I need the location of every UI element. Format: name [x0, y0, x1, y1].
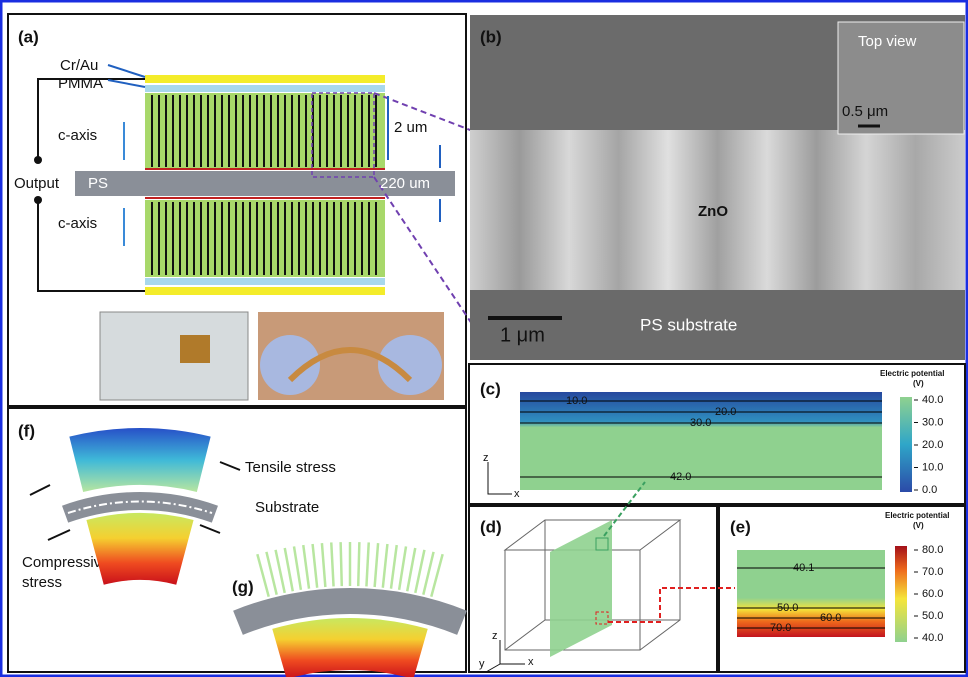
axis-label: y — [479, 658, 485, 670]
colorbar-tick-label: 20.0 — [922, 439, 943, 451]
colorbar-tick-label: 0.0 — [922, 484, 937, 496]
label: 220 um — [380, 175, 430, 192]
colorbar-tick-label: 30.0 — [922, 416, 943, 428]
label: 1 μm — [500, 324, 545, 346]
label: ZnO — [698, 203, 728, 220]
label: 0.5 μm — [842, 103, 888, 120]
label: PS — [88, 175, 108, 192]
label: c-axis — [58, 215, 97, 232]
contour-label: 42.0 — [670, 471, 691, 483]
panel-label: (g) — [232, 577, 254, 596]
contour-label: 60.0 — [820, 612, 841, 624]
compressive-layer — [86, 513, 193, 585]
contour-label: 20.0 — [715, 406, 736, 418]
compressive-layer — [272, 618, 427, 677]
terminal — [34, 196, 42, 204]
label: stress — [22, 574, 62, 591]
label: Substrate — [255, 499, 319, 516]
colorbar-tick-label: 50.0 — [922, 610, 943, 622]
colorbar-title: Electric potential — [880, 369, 944, 378]
photo — [100, 312, 248, 400]
colorbar-tick-label: 40.0 — [922, 394, 943, 406]
contour-label: 40.1 — [793, 562, 814, 574]
panel-label: (d) — [480, 517, 502, 536]
electrode — [145, 75, 385, 83]
colorbar-unit: (V) — [913, 379, 924, 388]
nanowire — [358, 542, 359, 586]
label: PMMA — [58, 75, 103, 92]
panel-label: (f) — [18, 421, 35, 440]
axis-label: x — [528, 656, 534, 668]
colorbar-tick-label: 70.0 — [922, 566, 943, 578]
colorbar-unit: (V) — [913, 521, 924, 530]
axis-label: z — [492, 630, 498, 642]
label: c-axis — [58, 127, 97, 144]
panel-b: (b) Top view 0.5 μm ZnO 1 μm PS substrat… — [470, 15, 965, 360]
terminal — [34, 156, 42, 164]
contour-label: 10.0 — [566, 395, 587, 407]
photo-device — [180, 335, 210, 363]
panel-label: (c) — [480, 379, 501, 398]
axis-label: x — [514, 488, 520, 500]
label: PS substrate — [640, 315, 737, 334]
panel-label: (a) — [18, 27, 39, 46]
label: Output — [14, 175, 60, 192]
label: Cr/Au — [60, 57, 98, 74]
colorbar-tick-label: 60.0 — [922, 588, 943, 600]
pmma-layer — [145, 278, 385, 285]
contour-label: 30.0 — [690, 417, 711, 429]
tensile-layer — [69, 428, 210, 492]
contour-label: 70.0 — [770, 622, 791, 634]
pmma-layer — [145, 85, 385, 92]
panel-label: (b) — [480, 27, 502, 46]
colorbar-tick-label: 10.0 — [922, 461, 943, 473]
label: Top view — [858, 33, 917, 50]
electrode — [145, 287, 385, 295]
label: Tensile stress — [245, 459, 336, 476]
colorbar-title: Electric potential — [885, 511, 949, 520]
colorbar — [900, 397, 912, 492]
nanowire — [341, 542, 342, 586]
label: 2 um — [394, 119, 427, 136]
axis-label: z — [483, 452, 489, 464]
colorbar-tick-label: 80.0 — [922, 544, 943, 556]
contour-label: 50.0 — [777, 602, 798, 614]
figure: (a) Cr/Au PMMA c-axis c-axis Output PS 2… — [0, 0, 968, 677]
colorbar-tick-label: 40.0 — [922, 632, 943, 644]
panel-label: (e) — [730, 517, 751, 536]
colorbar — [895, 546, 907, 642]
